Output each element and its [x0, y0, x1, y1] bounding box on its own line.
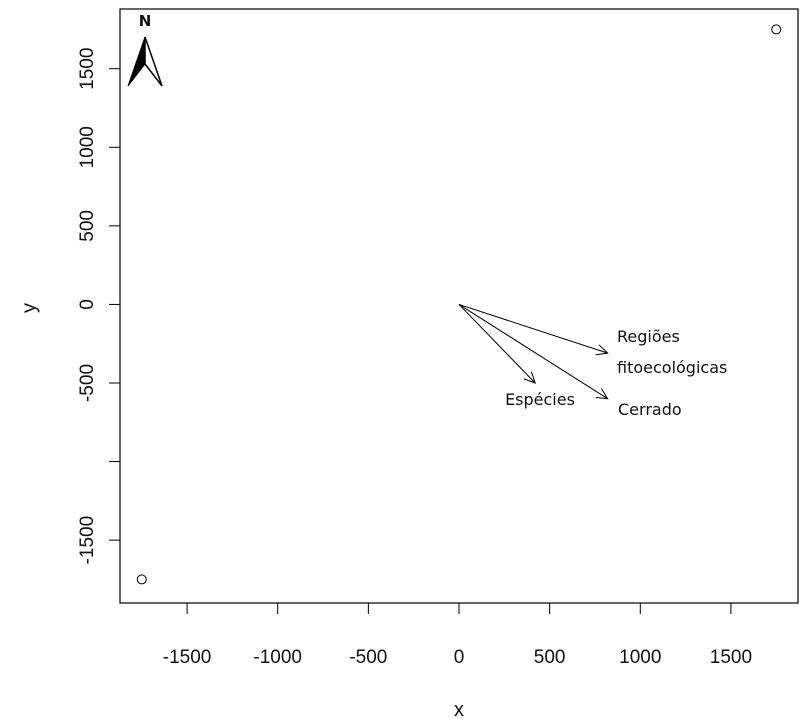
north-arrow: N: [127, 12, 163, 87]
x-tick-label: 0: [454, 647, 465, 668]
scatter-points: [136, 24, 782, 585]
arrow-label: Regiões: [617, 327, 680, 346]
arrow-head: [523, 371, 536, 384]
arrow: [458, 304, 609, 400]
arrow-shaft: [458, 304, 608, 400]
arrow-shaft: [458, 303, 608, 354]
x-tick-label: -1500: [163, 647, 212, 668]
arrow-label: fitoecológicas: [617, 358, 727, 377]
x-tick-label: 500: [534, 647, 566, 668]
y-tick-label: 0: [77, 299, 98, 310]
x-tick-label: -500: [349, 647, 387, 668]
y-axis: -1500 -500 0 500 1000 1500: [77, 48, 121, 565]
north-arrow-right: [144, 36, 163, 87]
x-axis: -1500 -1000 -500 0 500 1000 1500: [163, 602, 752, 668]
y-tick-label: 500: [77, 210, 98, 242]
plot-frame: [119, 8, 799, 604]
arrow-label: Espécies: [505, 390, 575, 409]
x-tick-label: -1000: [253, 647, 302, 668]
scatter-point: [771, 24, 782, 35]
arrow-label: Cerrado: [618, 400, 682, 419]
y-tick-label: -1500: [77, 516, 98, 565]
arrow-head: [595, 388, 609, 400]
plot-box: [119, 8, 799, 604]
x-axis-title: x: [454, 699, 464, 721]
y-tick-label: 1000: [77, 126, 98, 168]
biplot-arrows: Espécies Regiões fitoecológicas Cerrado: [458, 303, 727, 419]
y-tick-label: -500: [77, 364, 98, 402]
y-axis-title: y: [18, 303, 40, 313]
scatter-point: [136, 574, 147, 585]
arrow-shaft: [458, 304, 536, 384]
arrow: [458, 303, 609, 356]
north-label: N: [139, 12, 152, 30]
north-arrow-left: [127, 36, 146, 87]
x-tick-label: 1000: [619, 647, 661, 668]
y-tick-label: 1500: [77, 48, 98, 90]
arrow: [458, 304, 536, 384]
x-tick-label: 1500: [710, 647, 752, 668]
arrow-head: [595, 344, 609, 356]
